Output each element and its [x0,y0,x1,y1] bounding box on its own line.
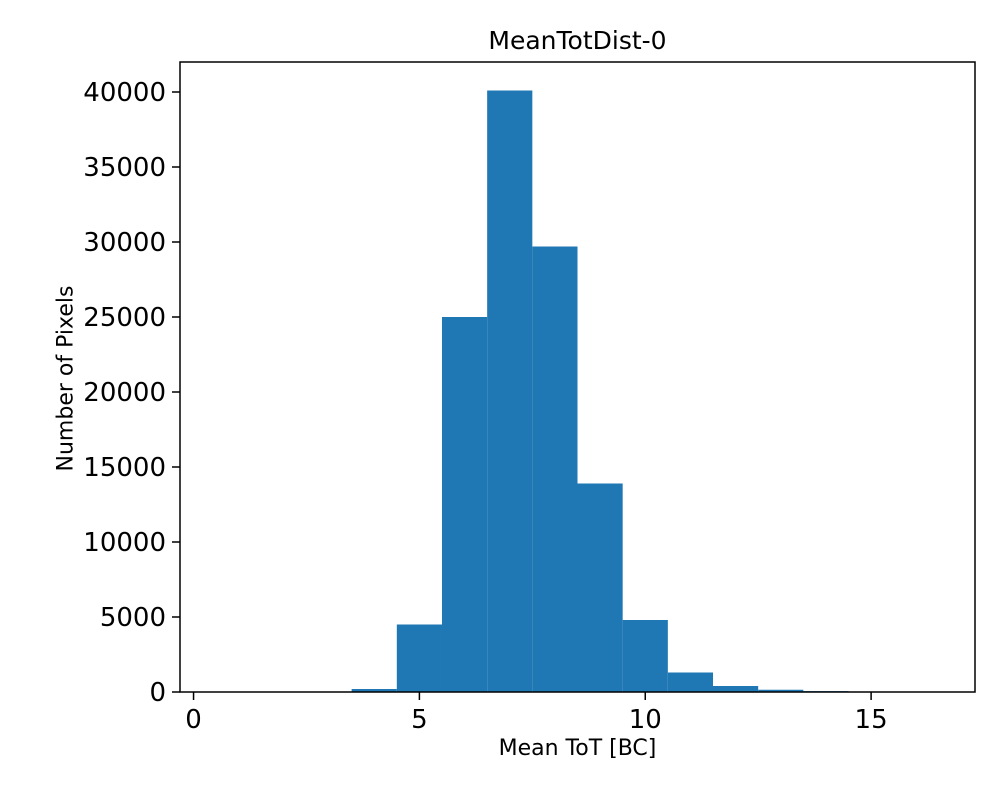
histogram-bar [577,483,623,692]
y-tick-label: 40000 [83,78,166,108]
histogram-bar [667,672,714,692]
histogram-bar [713,686,759,692]
histogram-bar [351,689,397,692]
histogram-bar [441,317,488,692]
histogram-bar [396,624,442,692]
y-tick-label: 5000 [100,603,166,633]
x-tick-label: 10 [629,705,662,735]
x-axis-label: Mean ToT [BC] [498,736,657,761]
histogram-bar [622,620,668,692]
histogram-bar [487,90,533,692]
histogram-bar [758,689,804,692]
y-tick-label: 30000 [83,228,166,258]
x-tick-label: 15 [855,705,888,735]
y-tick-label: 35000 [83,153,166,183]
y-tick-label: 15000 [83,453,166,483]
axes-frame [179,61,976,693]
y-axis-label: Number of Pixels [53,285,79,472]
chart-title: MeanTotDist-0 [488,26,667,55]
x-tick-label: 5 [411,705,428,735]
x-tick-label: 0 [185,705,202,735]
y-tick-label: 20000 [83,378,166,408]
y-tick-label: 10000 [83,528,166,558]
y-tick-label: 25000 [83,303,166,333]
histogram-bar [532,246,578,692]
y-tick-label: 0 [149,678,166,708]
